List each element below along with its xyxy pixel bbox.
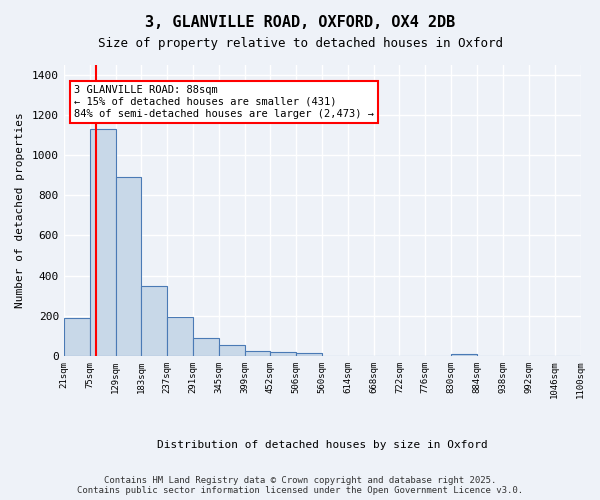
Text: 3, GLANVILLE ROAD, OXFORD, OX4 2DB: 3, GLANVILLE ROAD, OXFORD, OX4 2DB <box>145 15 455 30</box>
Bar <box>270 352 296 356</box>
Bar <box>245 352 270 356</box>
Bar <box>219 345 245 356</box>
Text: Size of property relative to detached houses in Oxford: Size of property relative to detached ho… <box>97 38 503 51</box>
Bar <box>64 318 89 356</box>
Text: 3 GLANVILLE ROAD: 88sqm
← 15% of detached houses are smaller (431)
84% of semi-d: 3 GLANVILLE ROAD: 88sqm ← 15% of detache… <box>74 86 374 118</box>
Bar <box>193 338 219 356</box>
X-axis label: Distribution of detached houses by size in Oxford: Distribution of detached houses by size … <box>157 440 488 450</box>
Text: Contains HM Land Registry data © Crown copyright and database right 2025.
Contai: Contains HM Land Registry data © Crown c… <box>77 476 523 495</box>
Y-axis label: Number of detached properties: Number of detached properties <box>15 112 25 308</box>
Bar <box>116 176 142 356</box>
Bar <box>167 317 193 356</box>
Bar <box>451 354 477 356</box>
Bar <box>89 129 116 356</box>
Bar <box>296 354 322 356</box>
Bar <box>142 286 167 356</box>
